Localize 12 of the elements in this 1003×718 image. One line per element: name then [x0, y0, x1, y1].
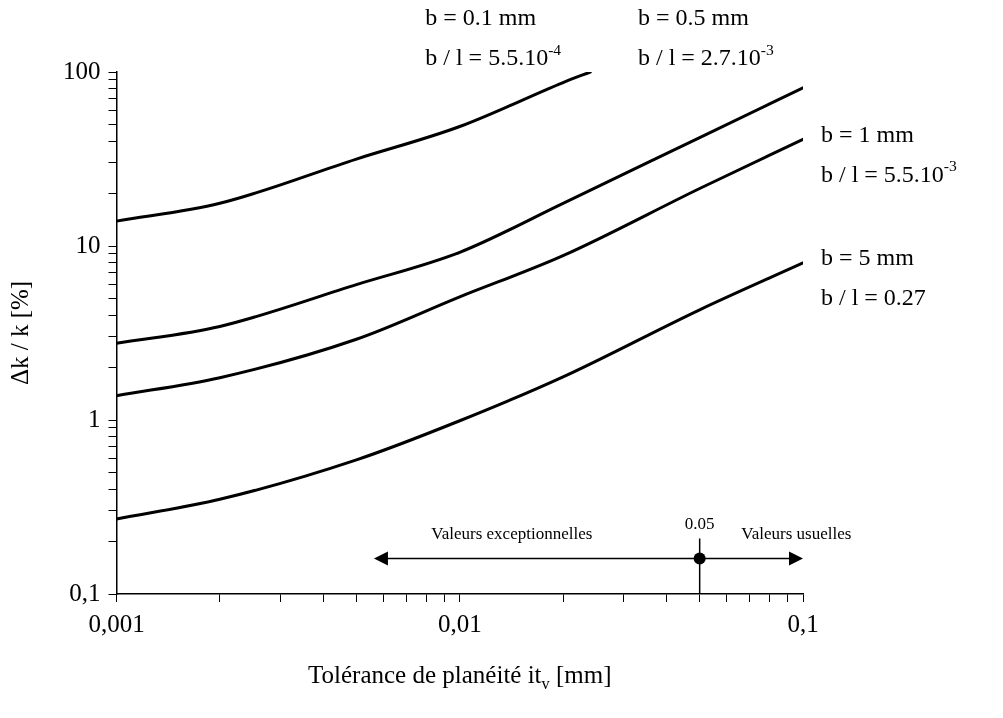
y-tick-label: 10: [75, 230, 101, 258]
x-tick-label: 0,1: [787, 609, 819, 637]
y-tick-label: 100: [63, 56, 101, 84]
x-tick-label: 0,001: [88, 609, 145, 637]
y-tick-label: 0,1: [69, 578, 101, 606]
annotation: Valeurs exceptionnelles: [431, 523, 593, 543]
y-axis-title: Δk / k [%]: [6, 280, 34, 386]
y-tick-label: 1: [88, 404, 101, 432]
series-label: b = 5 mm b / l = 0.27: [821, 244, 926, 311]
x-tick-label: 0,01: [437, 609, 482, 637]
annotation: 0.05: [684, 513, 715, 533]
annotation: Valeurs usuelles: [741, 523, 852, 543]
